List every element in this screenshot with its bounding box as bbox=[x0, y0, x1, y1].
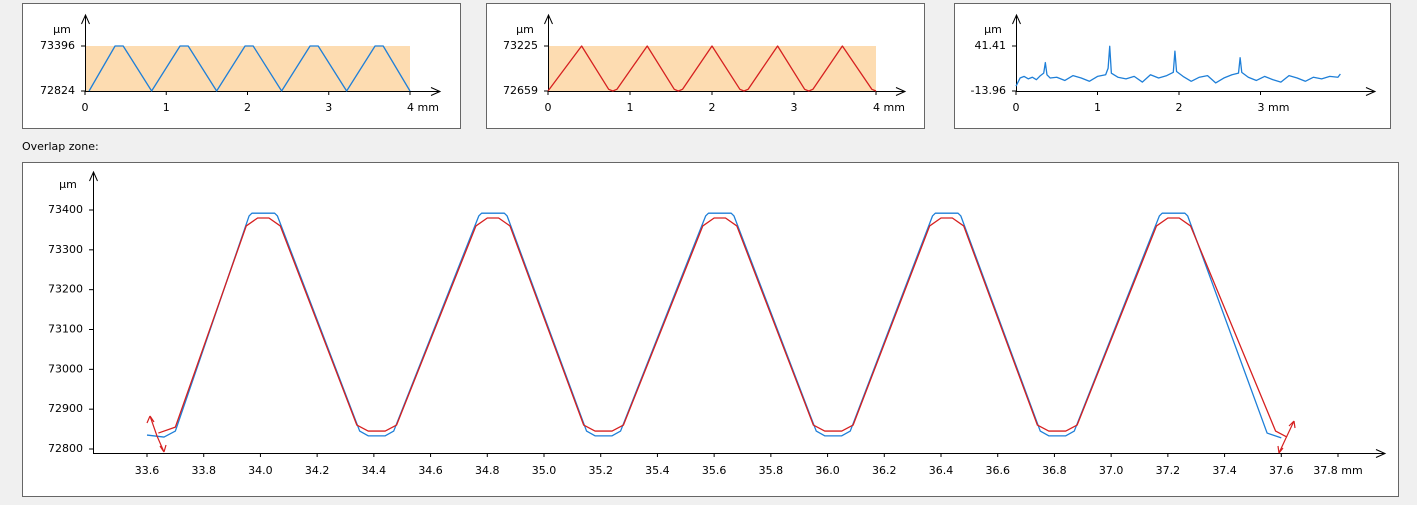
y-axis-unit: µm bbox=[984, 23, 1002, 36]
y-tick-label: 73300 bbox=[48, 243, 83, 256]
y-tick-label: 72659 bbox=[503, 84, 538, 97]
x-tick-label: 35.4 bbox=[645, 464, 670, 477]
end-markers bbox=[146, 415, 1296, 454]
x-tick-label: 0 bbox=[82, 101, 89, 114]
profile-line bbox=[88, 45, 411, 92]
y-tick-label: 73225 bbox=[503, 39, 538, 52]
x-tick-label: 36.4 bbox=[929, 464, 954, 477]
y-axis-unit: µm bbox=[59, 178, 77, 191]
profile-line bbox=[547, 45, 877, 92]
y-tick-label: 72800 bbox=[48, 442, 83, 455]
y-axis-unit: µm bbox=[516, 23, 534, 36]
x-tick-label: 2 bbox=[709, 101, 716, 114]
y-axis bbox=[544, 13, 553, 91]
x-tick-label: 3 bbox=[325, 101, 332, 114]
y-tick-label: -13.96 bbox=[971, 84, 1006, 97]
y-axis bbox=[81, 13, 90, 91]
x-tick-label: 2 bbox=[1176, 101, 1183, 114]
y-axis-unit: µm bbox=[53, 23, 71, 36]
x-tick-label: 36.2 bbox=[872, 464, 897, 477]
end-marker bbox=[1285, 420, 1296, 439]
x-axis bbox=[1016, 87, 1377, 96]
x-tick-label: 37.6 bbox=[1269, 464, 1294, 477]
x-tick-label: 35.8 bbox=[759, 464, 784, 477]
x-tick-label: 34.0 bbox=[248, 464, 273, 477]
x-tick-label: 1 bbox=[627, 101, 634, 114]
x-axis bbox=[93, 449, 1387, 458]
x-tick-label: 34.4 bbox=[362, 464, 387, 477]
x-tick-label: 34.2 bbox=[305, 464, 330, 477]
profile-line bbox=[158, 217, 1288, 438]
y-axis bbox=[89, 170, 98, 453]
x-tick-label: 37.8 mm bbox=[1313, 464, 1362, 477]
x-tick-label: 2 bbox=[244, 101, 251, 114]
y-tick-label: 73396 bbox=[40, 39, 75, 52]
y-tick-label: 41.41 bbox=[975, 39, 1007, 52]
x-tick-label: 0 bbox=[545, 101, 552, 114]
x-tick-label: 34.6 bbox=[418, 464, 443, 477]
x-tick-label: 33.8 bbox=[191, 464, 216, 477]
profile-line bbox=[1015, 45, 1341, 87]
x-tick-label: 1 bbox=[1094, 101, 1101, 114]
x-tick-label: 3 mm bbox=[1258, 101, 1290, 114]
x-tick-label: 35.2 bbox=[588, 464, 613, 477]
x-tick-label: 35.0 bbox=[532, 464, 557, 477]
x-tick-label: 4 mm bbox=[873, 101, 905, 114]
x-tick-label: 36.0 bbox=[815, 464, 840, 477]
y-tick-label: 73400 bbox=[48, 203, 83, 216]
tolerance-band bbox=[548, 46, 876, 91]
tolerance-band bbox=[85, 46, 410, 91]
x-tick-label: 1 bbox=[163, 101, 170, 114]
y-axis bbox=[1012, 13, 1021, 91]
y-tick-label: 72824 bbox=[40, 84, 75, 97]
x-tick-label: 37.0 bbox=[1099, 464, 1124, 477]
x-tick-label: 36.8 bbox=[1042, 464, 1067, 477]
x-axis bbox=[548, 87, 907, 96]
y-tick-label: 73100 bbox=[48, 323, 83, 336]
x-axis bbox=[85, 87, 442, 96]
y-tick-label: 73200 bbox=[48, 283, 83, 296]
x-tick-label: 33.6 bbox=[135, 464, 160, 477]
x-tick-label: 3 bbox=[791, 101, 798, 114]
x-tick-label: 4 mm bbox=[407, 101, 439, 114]
end-marker bbox=[1277, 437, 1287, 454]
section-label: Overlap zone: bbox=[22, 140, 99, 153]
y-tick-label: 72900 bbox=[48, 402, 83, 415]
x-tick-label: 36.6 bbox=[985, 464, 1010, 477]
end-marker bbox=[156, 435, 167, 453]
x-tick-label: 34.8 bbox=[475, 464, 500, 477]
x-tick-label: 0 bbox=[1013, 101, 1020, 114]
x-tick-label: 37.2 bbox=[1156, 464, 1181, 477]
y-tick-label: 73000 bbox=[48, 362, 83, 375]
panel bbox=[954, 3, 1391, 129]
x-tick-label: 35.6 bbox=[702, 464, 727, 477]
end-marker bbox=[146, 415, 158, 437]
x-tick-label: 37.4 bbox=[1212, 464, 1237, 477]
